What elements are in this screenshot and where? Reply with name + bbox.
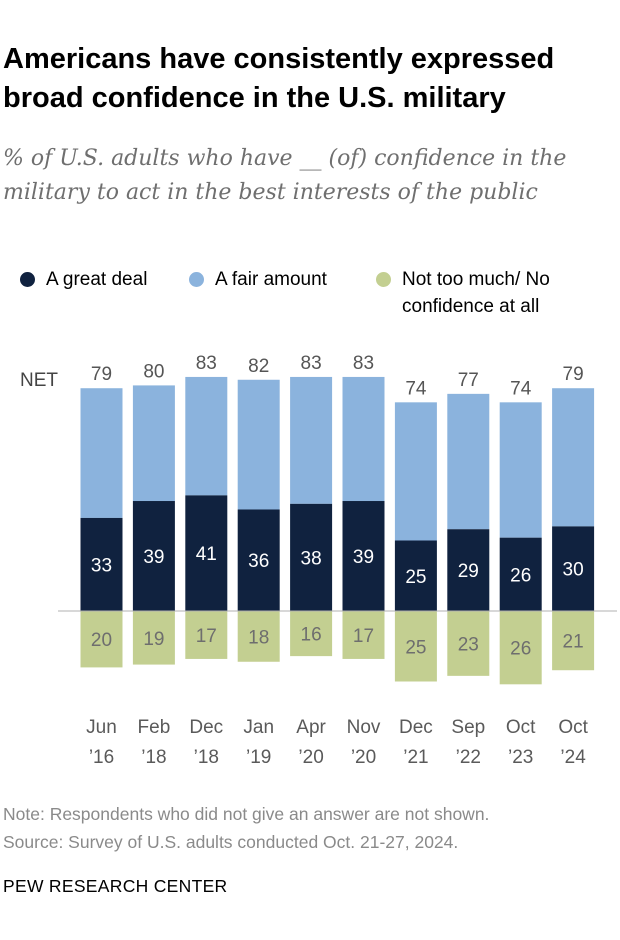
label-great-deal: 38 <box>301 548 322 569</box>
label-not-too-much: 26 <box>510 639 531 660</box>
label-net: 79 <box>91 364 112 385</box>
legend-item-great-deal: A great deal <box>20 266 147 293</box>
org-credit: PEW RESEARCH CENTER <box>3 876 228 896</box>
label-great-deal: 30 <box>563 560 584 581</box>
net-label: NET <box>20 370 58 391</box>
x-tick-month: Nov <box>347 717 381 738</box>
label-net: 83 <box>196 353 217 374</box>
bar-great-deal <box>552 526 595 611</box>
bar-fair-amount <box>290 376 333 504</box>
legend-swatch-not-too-much <box>376 272 391 287</box>
bar-fair-amount <box>394 402 437 541</box>
bar-great-deal <box>447 529 490 611</box>
bar-fair-amount <box>499 402 542 538</box>
bar-not-too-much <box>80 611 123 668</box>
label-net: 83 <box>353 353 374 374</box>
x-tick-year: ’24 <box>560 747 586 768</box>
bar-great-deal <box>185 495 228 611</box>
label-net: 77 <box>458 370 479 391</box>
label-net: 83 <box>301 353 322 374</box>
x-tick-month: Oct <box>506 717 536 738</box>
legend-label-fair-amount: A fair amount <box>215 269 327 290</box>
label-not-too-much: 17 <box>196 626 217 647</box>
bar-not-too-much <box>552 611 595 671</box>
bar-great-deal <box>499 537 542 611</box>
label-net: 79 <box>563 364 584 385</box>
x-tick-month: Dec <box>399 717 433 738</box>
bar-fair-amount <box>80 388 123 518</box>
bar-fair-amount <box>132 385 175 502</box>
label-not-too-much: 19 <box>143 629 164 650</box>
label-not-too-much: 20 <box>91 630 112 651</box>
legend-swatch-fair-amount <box>189 272 204 287</box>
bar-great-deal <box>237 509 280 611</box>
label-not-too-much: 17 <box>353 626 374 647</box>
label-not-too-much: 18 <box>248 627 269 648</box>
label-great-deal: 29 <box>458 561 479 582</box>
label-great-deal: 39 <box>143 547 164 568</box>
label-great-deal: 26 <box>510 565 531 586</box>
bar-not-too-much <box>394 611 437 682</box>
legend-item-not-too-much: Not too much/ No confidence at all <box>376 266 612 320</box>
label-great-deal: 36 <box>248 551 269 572</box>
bar-not-too-much <box>237 611 280 662</box>
legend-label-not-too-much: Not too much/ No confidence at all <box>402 269 550 317</box>
label-not-too-much: 25 <box>405 637 426 658</box>
bar-fair-amount <box>552 388 595 527</box>
source-text: Source: Survey of U.S. adults conducted … <box>3 832 459 852</box>
legend-swatch-great-deal <box>20 272 35 287</box>
label-net: 74 <box>510 378 532 399</box>
x-tick-year: ’20 <box>351 747 376 768</box>
label-net: 74 <box>405 378 427 399</box>
stacked-bar-chart: NET 33 20 79 Jun ’16 39 19 80 Feb ’18 41 17 83 Dec ’18 3… <box>20 353 617 768</box>
x-tick-year: ’19 <box>246 747 271 768</box>
label-net: 80 <box>143 361 164 382</box>
label-great-deal: 25 <box>405 567 426 588</box>
bar-fair-amount <box>237 379 280 510</box>
bar-not-too-much <box>132 611 175 665</box>
x-tick-year: ’18 <box>141 747 166 768</box>
chart-title: Americans have consistently expressed br… <box>3 43 555 114</box>
legend-item-fair-amount: A fair amount <box>189 266 327 293</box>
chart-subtitle: % of U.S. adults who have __ (of) confid… <box>3 146 567 205</box>
label-net: 82 <box>248 356 269 377</box>
legend-label-great-deal: A great deal <box>46 269 148 290</box>
chart-note: Note: Respondents who did not give an an… <box>3 800 617 856</box>
label-great-deal: 33 <box>91 555 112 576</box>
note-text: Note: Respondents who did not give an an… <box>3 804 490 824</box>
bar-not-too-much <box>342 611 385 659</box>
bar-great-deal <box>290 503 333 611</box>
bar-not-too-much <box>447 611 490 676</box>
bar-not-too-much <box>185 611 228 659</box>
bar-not-too-much <box>290 611 333 657</box>
x-tick-month: Jun <box>86 717 117 738</box>
x-tick-year: ’20 <box>298 747 323 768</box>
bar-fair-amount <box>185 376 228 496</box>
x-tick-month: Apr <box>296 717 326 738</box>
bar-great-deal <box>394 540 437 611</box>
x-tick-month: Dec <box>189 717 223 738</box>
bar-fair-amount <box>447 393 490 530</box>
x-tick-month: Sep <box>451 717 485 738</box>
bar-not-too-much <box>499 611 542 685</box>
x-tick-year: ’21 <box>403 747 428 768</box>
bar-great-deal <box>132 501 175 611</box>
bar-great-deal <box>342 501 385 611</box>
legend: A great deal A fair amount Not too much/… <box>0 266 620 336</box>
bar-fair-amount <box>342 376 385 502</box>
x-tick-month: Feb <box>138 717 171 738</box>
label-great-deal: 41 <box>196 544 217 565</box>
x-tick-month: Jan <box>243 717 274 738</box>
label-not-too-much: 16 <box>301 625 322 646</box>
x-tick-year: ’16 <box>89 747 114 768</box>
bar-great-deal <box>80 517 123 611</box>
x-tick-year: ’18 <box>194 747 219 768</box>
label-not-too-much: 23 <box>458 634 479 655</box>
label-great-deal: 39 <box>353 547 374 568</box>
x-tick-year: ’22 <box>456 747 481 768</box>
label-not-too-much: 21 <box>563 632 584 653</box>
x-tick-month: Oct <box>558 717 588 738</box>
x-tick-year: ’23 <box>508 747 533 768</box>
